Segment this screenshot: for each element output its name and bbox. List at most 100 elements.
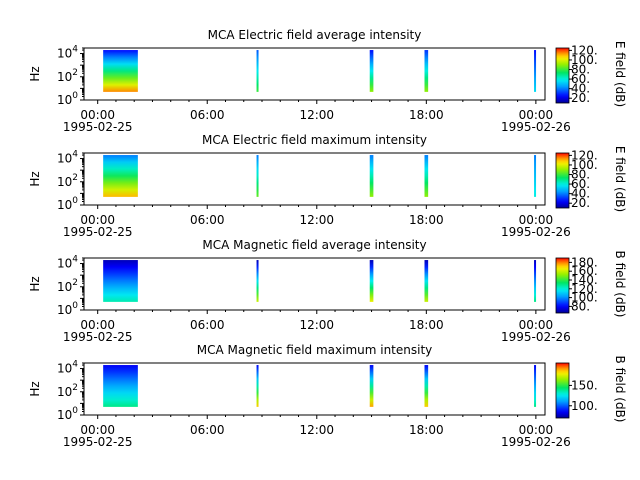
y-tick-label: 100 [57,196,78,212]
data-segment [103,365,138,407]
x-tick-label: 18:00 [409,318,444,332]
x-tick-label: 18:00 [409,213,444,227]
panel-2: MCA Electric field maximum intensity1001… [28,133,627,239]
colorbar-label: E field (dB) [613,146,627,212]
y-tick-label: 102 [57,278,78,294]
x-tick-label: 00:00 [80,213,115,227]
panel-title: MCA Magnetic field average intensity [202,238,426,252]
x-tick-label: 00:00 [519,108,554,122]
axes-frame [83,47,546,101]
data-segment [534,50,537,92]
x-tick-label: 12:00 [299,108,334,122]
colorbar-tick-label: 60. [571,177,590,191]
data-segment [534,155,537,197]
y-axis-label: Hz [28,381,42,396]
x-tick-date: 1995-02-25 [63,330,133,344]
colorbar-tick-label: 80. [571,63,590,77]
data-segment [103,50,138,92]
data-segment [256,260,259,302]
axes-frame [83,362,546,416]
y-tick-label: 102 [57,173,78,189]
data-segment [424,260,429,302]
x-tick-label: 18:00 [409,108,444,122]
panel-title: MCA Electric field average intensity [208,28,422,42]
data-segment [103,155,138,197]
colorbar-tick-label: 160. [571,264,598,278]
x-tick-label: 06:00 [190,318,225,332]
colorbar: 20.40.60.80.100.120. E field (dB) [555,41,627,107]
data-segment [256,365,259,407]
colorbar-scale [555,362,570,419]
x-tick-label: 12:00 [299,318,334,332]
colorbar-tick-label: 120. [571,43,598,57]
y-tick-base: 10 [57,152,72,166]
y-tick-label: 104 [57,45,78,61]
panel-title: MCA Magnetic field maximum intensity [197,343,433,357]
y-tick-exponent: 4 [72,45,78,55]
y-axis-label: Hz [28,276,42,291]
colorbar-tick-label: 100. [571,291,598,305]
y-tick-base: 10 [57,408,72,422]
colorbar-tick-label: 120. [571,282,598,296]
y-tick-exponent: 2 [72,278,78,288]
data-segment [424,155,429,197]
y-tick-label: 102 [57,383,78,399]
y-tick-label: 104 [57,255,78,271]
x-tick-date: 1995-02-26 [501,120,571,134]
colorbar-tick-label: 150. [571,378,598,392]
colorbar-scale [555,152,570,209]
axes-frame [83,152,546,206]
y-axis-label: Hz [28,66,42,81]
colorbar-tick-label: 20. [571,91,590,105]
data-segment [256,155,259,197]
data-segment [534,260,537,302]
x-tick-label: 12:00 [299,423,334,437]
data-segment [369,155,374,197]
y-tick-exponent: 4 [72,150,78,160]
x-tick-date: 1995-02-26 [501,225,571,239]
y-tick-exponent: 4 [72,255,78,265]
colorbar: 80.100.120.140.160.180. B field (dB) [555,251,627,317]
x-tick-date: 1995-02-25 [63,225,133,239]
colorbar-tick-label: 20. [571,196,590,210]
x-tick-label: 00:00 [80,108,115,122]
x-tick-label: 12:00 [299,213,334,227]
y-tick-base: 10 [57,93,72,107]
y-tick-label: 104 [57,150,78,166]
x-tick-label: 00:00 [519,423,554,437]
y-axis-label: Hz [28,171,42,186]
y-tick-exponent: 2 [72,68,78,78]
y-tick-label: 100 [57,301,78,317]
x-tick-label: 06:00 [190,213,225,227]
colorbar-tick-label: 40. [571,82,590,96]
x-tick-label: 00:00 [519,213,554,227]
y-tick-label: 100 [57,91,78,107]
y-tick-base: 10 [57,70,72,84]
data-segment [369,260,374,302]
colorbar-tick-label: 140. [571,273,598,287]
y-tick-exponent: 2 [72,173,78,183]
y-tick-base: 10 [57,385,72,399]
data-segment [369,50,374,92]
x-tick-label: 00:00 [519,318,554,332]
y-tick-label: 102 [57,68,78,84]
data-segment [534,365,537,407]
colorbar-tick-label: 60. [571,72,590,86]
y-tick-exponent: 2 [72,383,78,393]
x-tick-label: 00:00 [80,423,115,437]
y-tick-exponent: 0 [72,406,78,416]
colorbar: 100. 150. B field (dB) [555,356,627,423]
panel-4: MCA Magnetic field maximum intensity1001… [28,343,627,449]
y-tick-base: 10 [57,198,72,212]
data-segment [424,50,429,92]
y-tick-exponent: 0 [72,196,78,206]
y-tick-base: 10 [57,280,72,294]
y-tick-base: 10 [57,257,72,271]
colorbar-label: E field (dB) [613,41,627,107]
x-tick-date: 1995-02-26 [501,435,571,449]
y-tick-exponent: 0 [72,301,78,311]
colorbar-label: B field (dB) [613,356,627,423]
panel-title: MCA Electric field maximum intensity [202,133,427,147]
x-tick-label: 18:00 [409,423,444,437]
